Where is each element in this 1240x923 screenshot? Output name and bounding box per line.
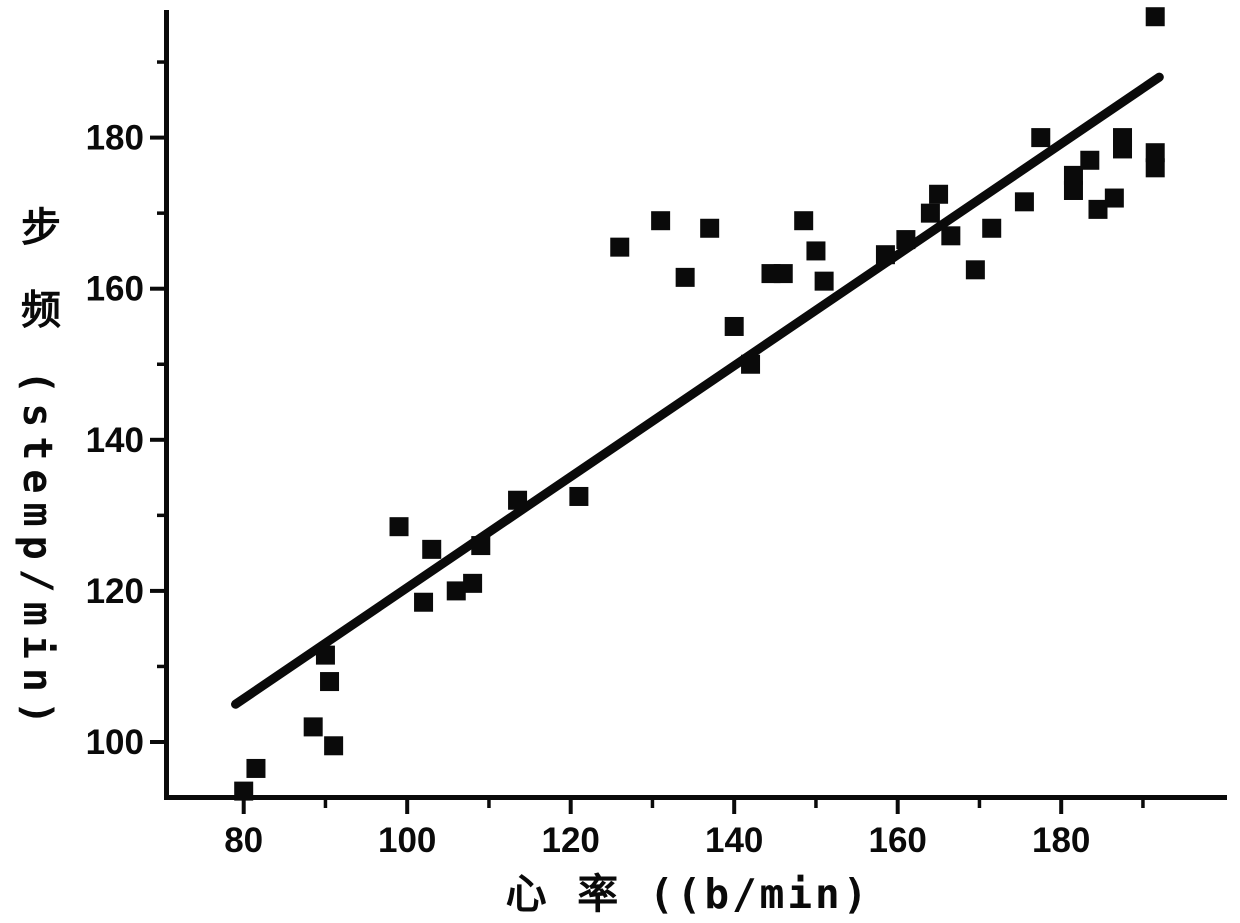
data-point bbox=[320, 672, 340, 692]
data-point bbox=[446, 581, 466, 601]
data-point bbox=[741, 354, 761, 374]
data-point bbox=[1014, 192, 1034, 212]
data-point bbox=[1145, 158, 1165, 178]
data-point bbox=[463, 573, 483, 593]
x-axis-tick-labels: 80 100 120 140 160 180 bbox=[224, 821, 1090, 860]
data-point bbox=[1145, 7, 1165, 27]
data-point bbox=[422, 539, 442, 559]
y-axis-title: 步 频 (stemp/min) bbox=[14, 206, 60, 735]
y-tick-label: 180 bbox=[86, 119, 144, 158]
data-point bbox=[1080, 150, 1100, 170]
x-axis-ticks bbox=[241, 800, 1145, 814]
data-point bbox=[414, 592, 434, 612]
data-point bbox=[508, 490, 528, 510]
data-point bbox=[1145, 143, 1165, 163]
data-point bbox=[700, 218, 720, 238]
data-point bbox=[569, 486, 589, 506]
data-point bbox=[773, 264, 793, 284]
data-point bbox=[929, 184, 949, 204]
y-axis-tick-labels: 100 120 140 160 180 bbox=[86, 119, 144, 762]
data-point bbox=[1113, 139, 1133, 159]
y-tick-label: 140 bbox=[86, 421, 144, 460]
x-tick-label: 80 bbox=[224, 821, 263, 860]
y-tick-label: 100 bbox=[86, 723, 144, 762]
data-point bbox=[1088, 199, 1108, 219]
data-point bbox=[610, 237, 630, 257]
trend-line-layer bbox=[231, 72, 1164, 709]
data-point bbox=[324, 736, 344, 756]
data-point bbox=[1063, 180, 1083, 200]
data-point bbox=[246, 758, 266, 778]
data-point bbox=[1031, 128, 1051, 148]
data-point bbox=[814, 271, 834, 291]
data-point bbox=[896, 230, 916, 250]
data-point bbox=[303, 717, 323, 737]
data-point bbox=[389, 517, 409, 537]
data-points-layer bbox=[234, 7, 1165, 801]
data-point bbox=[651, 211, 671, 231]
trend-line bbox=[231, 72, 1164, 709]
data-point bbox=[875, 245, 895, 265]
x-tick-label: 120 bbox=[541, 821, 599, 860]
x-axis-title: 心 率 ((b/min) bbox=[506, 870, 871, 918]
y-tick-label: 160 bbox=[86, 270, 144, 309]
data-point bbox=[806, 241, 826, 261]
data-point bbox=[315, 645, 335, 665]
data-point bbox=[471, 536, 491, 556]
data-point bbox=[1063, 165, 1083, 185]
data-point bbox=[982, 218, 1002, 238]
x-tick-label: 140 bbox=[705, 821, 763, 860]
data-point bbox=[920, 203, 940, 223]
x-tick-label: 100 bbox=[378, 821, 436, 860]
x-tick-label: 160 bbox=[868, 821, 926, 860]
x-tick-label: 180 bbox=[1032, 821, 1090, 860]
y-tick-label: 120 bbox=[86, 572, 144, 611]
data-point bbox=[724, 316, 744, 336]
data-point bbox=[965, 260, 985, 280]
data-point bbox=[675, 267, 695, 287]
y-axis-ticks bbox=[150, 60, 165, 744]
data-point bbox=[1104, 188, 1124, 208]
data-point bbox=[794, 211, 814, 231]
data-point bbox=[234, 781, 254, 801]
data-point bbox=[941, 226, 961, 246]
